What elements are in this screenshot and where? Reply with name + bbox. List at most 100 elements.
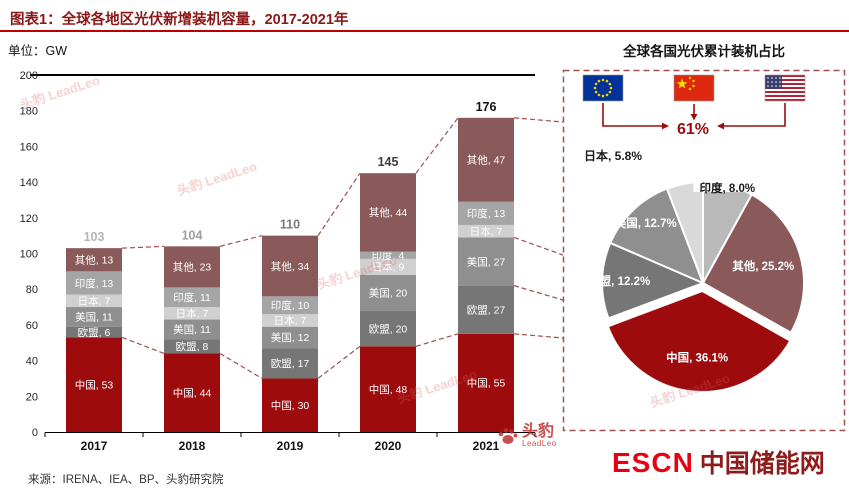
bar-segment (360, 274, 416, 311)
leadleo-logo-text: 头豹 LeadLeo (522, 424, 557, 448)
bar-segment-label: 其他, 13 (75, 254, 114, 267)
bar-segment (164, 307, 220, 320)
bar-segment (458, 285, 514, 334)
usa-flag-icon (764, 74, 806, 102)
bar-segment-label: 日本, 7 (78, 295, 111, 308)
bar-segment (262, 235, 318, 297)
pie-label: 美国, 12.7% (615, 216, 677, 230)
bar-segment (66, 307, 122, 327)
bar-segment-label: 印度, 13 (75, 277, 114, 290)
pie-label: 欧盟, 12.2% (588, 274, 650, 288)
bar-segment (66, 248, 122, 272)
figure-title: 图表1：全球各地区光伏新增装机容量，2017-2021年 (10, 12, 349, 28)
bar-total-label: 104 (182, 228, 203, 242)
bar-segment (458, 237, 514, 286)
bar-segment-label: 中国, 30 (271, 399, 310, 412)
escn-logo-text: ESCN (612, 447, 694, 478)
bar-segment-label: 欧盟, 20 (369, 323, 408, 335)
unit-label: 单位：GW (8, 44, 68, 58)
axes: 0 20 40 60 80 100 120 140 160 180 200 (20, 70, 536, 439)
bar-segment (262, 326, 318, 349)
bar-segment (164, 287, 220, 308)
y-tick-label: 200 (20, 70, 38, 82)
bar-segment (164, 339, 220, 354)
bar-segment-label: 中国, 48 (369, 383, 408, 396)
pie-label: 其他, 25.2% (732, 259, 794, 273)
y-tick-label: 140 (20, 177, 38, 189)
bar-segment (66, 337, 122, 432)
bar-segment-label: 其他, 23 (173, 261, 212, 274)
title-underline (0, 30, 849, 32)
pie-chart: 印度, 8.0% 其他, 25.2% 中国, 36.1% 欧盟, 12.2% 美国, 1… (584, 148, 805, 393)
bar-segment (458, 117, 514, 202)
bar-segment-label: 印度, 4 (372, 249, 405, 262)
y-tick-label: 60 (26, 320, 38, 332)
connector-line (513, 285, 564, 301)
y-tick-label: 20 (26, 391, 38, 403)
bar-segment (360, 310, 416, 347)
bar-segment-label: 欧盟, 8 (176, 341, 209, 353)
connector-line (513, 117, 564, 123)
pie-label: 日本, 5.8% (584, 148, 642, 163)
bar-segment (360, 258, 416, 275)
connector-line (219, 352, 263, 379)
bar-segment-label: 美国, 11 (75, 311, 113, 324)
bar-segment (164, 353, 220, 432)
bar-segment (66, 294, 122, 308)
connector-line (317, 345, 361, 379)
combined-share-value: 61% (677, 121, 709, 138)
pie-label: 中国, 36.1% (666, 350, 728, 364)
bar-segment-label: 欧盟, 6 (78, 327, 111, 339)
connector-line (415, 117, 459, 174)
escn-site-name: 中国储能网 (699, 450, 825, 478)
bar-segment-label: 日本, 7 (470, 225, 503, 238)
china-flag-icon (673, 74, 715, 102)
bar-segment-label: 中国, 53 (75, 378, 114, 391)
bar-segment-label: 欧盟, 17 (271, 358, 310, 370)
bar-segment-label: 欧盟, 27 (467, 305, 506, 317)
bar-segment-label: 日本, 9 (372, 261, 405, 274)
y-tick-label: 100 (20, 249, 38, 261)
bar-segment-label: 印度, 13 (467, 207, 506, 220)
x-category-label: 2017 (81, 439, 108, 453)
connector-line (513, 236, 564, 256)
y-tick-label: 0 (32, 427, 38, 439)
bar-segment (458, 224, 514, 238)
y-tick-label: 180 (20, 106, 38, 118)
bar-total-label: 110 (280, 218, 300, 232)
bar-segment-label: 印度, 11 (173, 291, 211, 304)
bar-segment (262, 296, 318, 315)
bar-segment-label: 中国, 55 (467, 377, 506, 390)
connector-line (513, 333, 564, 339)
bar-segment (458, 333, 514, 432)
bar-segment (66, 326, 122, 338)
y-tick-label: 120 (20, 213, 38, 225)
bar-segment-label: 美国, 20 (369, 287, 408, 300)
bar-segment-label: 日本, 7 (176, 307, 209, 320)
leadleo-en: LeadLeo (522, 439, 557, 448)
bar-segment-label: 印度, 10 (271, 299, 310, 312)
pie-slice (701, 193, 805, 335)
x-category-label: 2021 (473, 439, 500, 453)
bar-segment (262, 314, 318, 327)
bar-segment (164, 319, 220, 340)
source-note: 来源：IRENA、IEA、BP、头豹研究院 (28, 474, 224, 486)
pie-label-bg (693, 177, 762, 193)
bar-segment (262, 348, 318, 379)
x-category-label: 2019 (277, 439, 304, 453)
connector-line (121, 245, 165, 249)
pie-label: 印度, 8.0% (700, 181, 756, 195)
bar-segment-label: 美国, 11 (173, 323, 211, 336)
eu-flag-icon (582, 74, 624, 102)
bar-total-label: 103 (84, 230, 105, 244)
leadleo-paw-icon (498, 428, 518, 444)
x-category-label: 2018 (179, 439, 206, 453)
bar-segment-label: 其他, 47 (467, 154, 506, 167)
connector-line (121, 336, 165, 355)
pie-panel-border (562, 69, 846, 432)
bar-segment-label: 其他, 44 (369, 206, 408, 219)
x-category-label: 2020 (375, 439, 402, 453)
bar-segment (360, 173, 416, 252)
